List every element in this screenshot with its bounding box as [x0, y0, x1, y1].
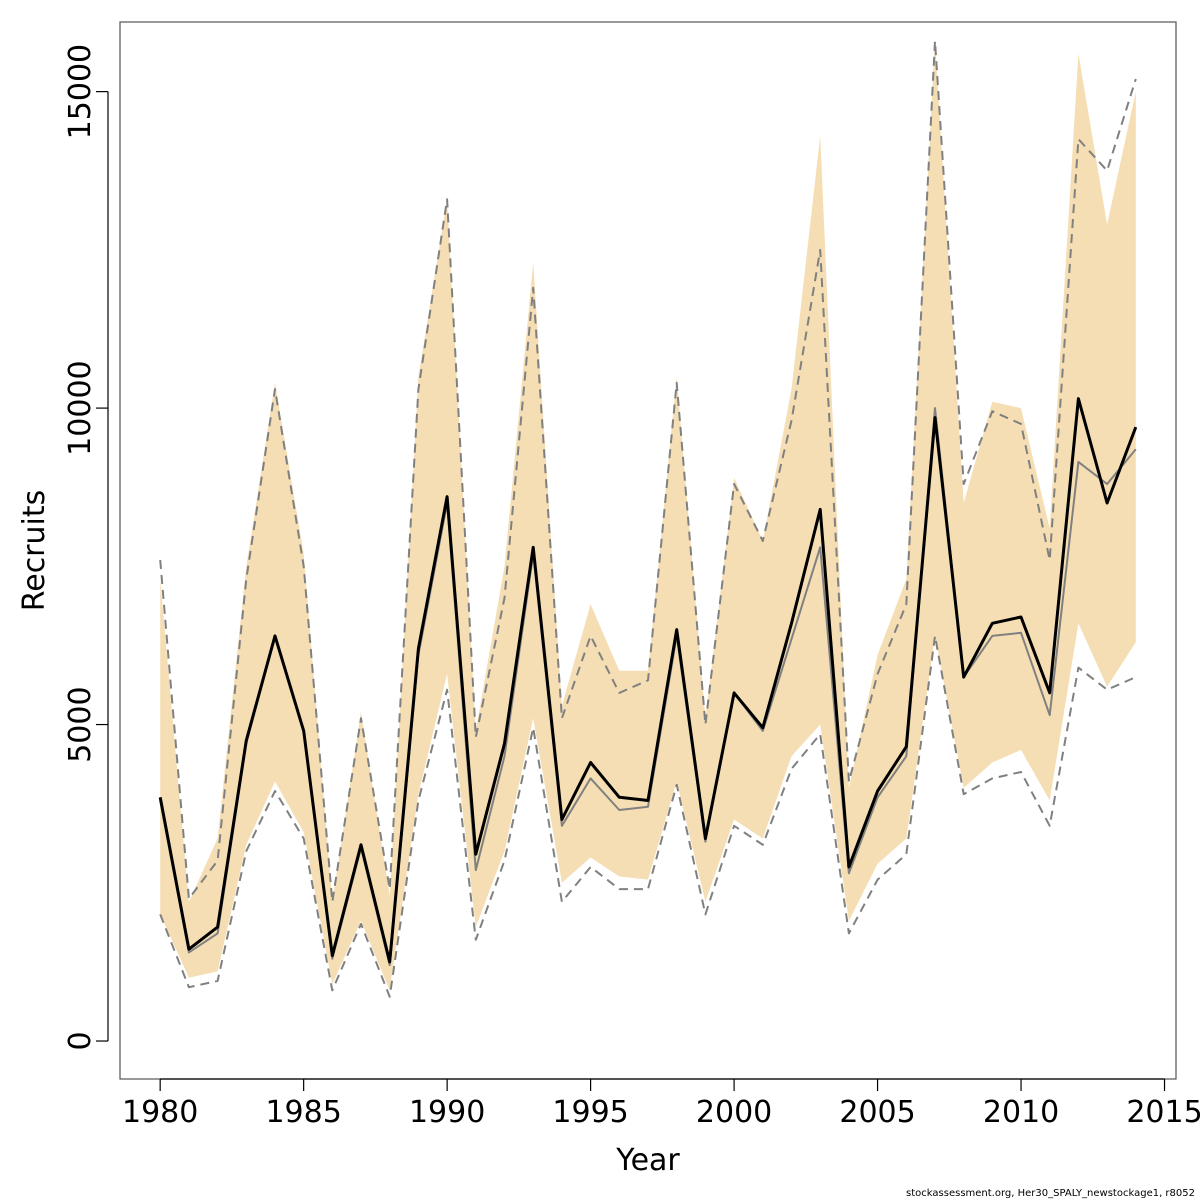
confidence-band-layer: [160, 41, 1136, 991]
x-axis: 1980 1985 1990 1995 2000 2005 2010 2015: [122, 1078, 1200, 1130]
x-tick-label: 2010: [983, 1095, 1059, 1130]
main-estimate-line: [158, 397, 1138, 964]
credit-text: stockassessment.org, Her30_SPALY_newstoc…: [906, 1188, 1195, 1199]
y-axis: 0 5000 10000 15000: [63, 44, 109, 1051]
x-tick-label: 1990: [409, 1095, 485, 1130]
x-tick-label: 1985: [265, 1095, 341, 1130]
x-tick-label: 1995: [552, 1095, 628, 1130]
y-tick-label: 10000: [63, 360, 98, 455]
x-tick-label: 2005: [839, 1095, 915, 1130]
confidence-band: [160, 41, 1136, 991]
y-tick-label: 5000: [63, 686, 98, 762]
x-tick-label: 2000: [696, 1095, 772, 1130]
y-axis-title: Recruits: [17, 490, 52, 612]
x-tick-label: 2015: [1126, 1095, 1200, 1130]
upper-dashed-line: [159, 40, 1137, 903]
series-lines-layer: [158, 40, 1138, 998]
lower-dashed-line: [159, 634, 1137, 998]
x-axis-title: Year: [615, 1143, 680, 1178]
y-tick-label: 0: [63, 1031, 98, 1050]
y-tick-label: 15000: [63, 44, 98, 139]
x-tick-label: 1980: [122, 1095, 198, 1130]
